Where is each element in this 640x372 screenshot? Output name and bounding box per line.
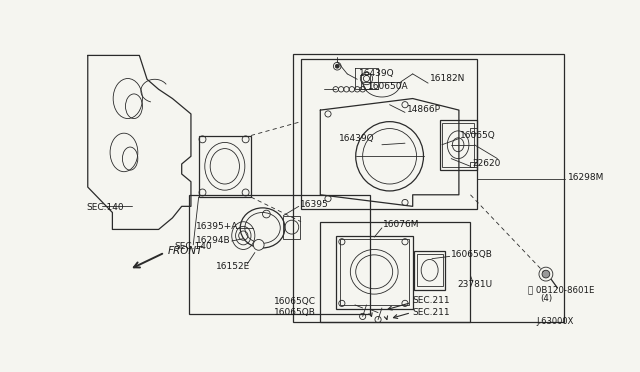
Text: 16294B: 16294B [196,237,230,246]
Text: 14866P: 14866P [406,105,440,114]
Text: SEC.140: SEC.140 [174,242,212,251]
Bar [336,235,413,309]
Text: SEC.140: SEC.140 [86,203,124,212]
Text: 16439Q: 16439Q [359,70,394,78]
Bar [440,120,477,170]
Bar [189,195,371,314]
Bar [284,216,300,239]
Text: 16065QB: 16065QB [451,250,493,259]
Bar [417,254,443,286]
Text: 16439Q: 16439Q [339,134,374,143]
Bar [470,128,477,133]
Text: 23781U: 23781U [458,280,493,289]
Bar [442,123,474,167]
Text: 16065QB: 16065QB [274,308,316,317]
Circle shape [335,64,339,68]
Bar [340,240,409,305]
Bar [320,222,470,322]
Text: 16298M: 16298M [568,173,605,182]
Text: SEC.211: SEC.211 [413,296,451,305]
Text: 16395: 16395 [300,199,329,209]
Text: 16076M: 16076M [383,220,420,229]
Text: 16152E: 16152E [216,262,251,271]
Circle shape [253,240,264,250]
Text: 160650A: 160650A [368,83,409,92]
Bar [198,135,251,197]
Text: J.63000X: J.63000X [536,317,573,326]
Circle shape [542,270,550,278]
Text: FRONT: FRONT [168,246,204,256]
Text: 16065Q: 16065Q [460,131,496,140]
Text: 16065QC: 16065QC [274,297,316,306]
Bar [361,74,371,89]
Text: SEC.211: SEC.211 [413,308,451,317]
Bar [301,58,477,209]
Text: 16182N: 16182N [429,74,465,83]
Text: (4): (4) [541,294,553,303]
Text: Ⓑ 0B120-8601E: Ⓑ 0B120-8601E [528,285,595,294]
Bar [470,162,477,167]
Bar [293,54,564,322]
Text: 22620: 22620 [472,159,500,168]
Bar [414,251,445,289]
Text: 16395+A: 16395+A [196,222,238,231]
